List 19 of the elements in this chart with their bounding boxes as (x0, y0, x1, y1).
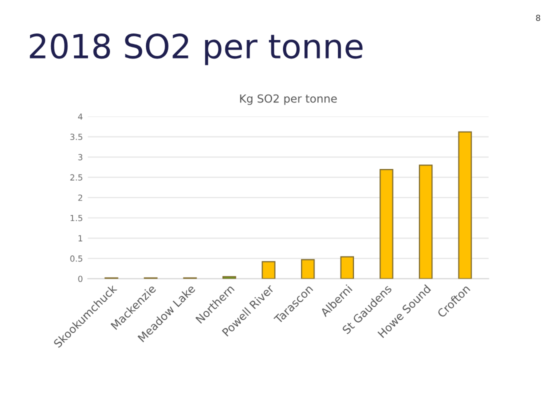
bar (380, 169, 394, 279)
bar (262, 261, 276, 279)
y-tick-label: 2 (78, 194, 82, 201)
bar (340, 256, 354, 279)
y-tick-label: 2.5 (70, 174, 82, 181)
y-tick-label: 4 (78, 114, 83, 120)
chart-title: 2018 SO2 per tonne (30, 34, 362, 66)
bar (301, 259, 315, 279)
text: 8 (536, 14, 540, 22)
bar (418, 164, 433, 279)
y-tick-label: 1 (78, 235, 82, 242)
chart-subtitle: Kg SO2 per tonne (240, 94, 337, 105)
y-tick-label: 1.5 (70, 214, 82, 222)
y-tick-label: 3 (78, 154, 82, 160)
bar (458, 131, 472, 279)
y-tick-label: 0.5 (70, 255, 82, 262)
y-tick-label: 0 (78, 276, 82, 282)
y-tick-label: 3.5 (70, 134, 82, 140)
bar (222, 276, 236, 279)
